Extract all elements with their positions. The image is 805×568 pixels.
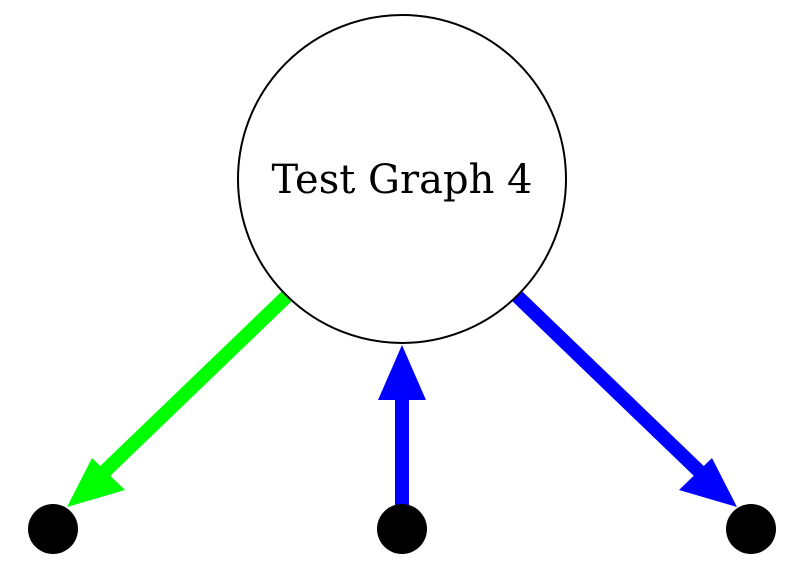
leaf-node-middle [377, 504, 427, 554]
edges [67, 290, 737, 507]
leaf-node-right [726, 504, 776, 554]
center-node: Test Graph 4 [237, 14, 567, 344]
center-node-circle [237, 14, 567, 344]
leaf-node-left [28, 504, 78, 554]
center-node-label: Test Graph 4 [271, 157, 532, 203]
leaf-nodes [28, 504, 776, 554]
arrowhead-right [679, 458, 737, 507]
edge-center-to-left [67, 290, 292, 507]
arrowhead-left [67, 458, 125, 507]
edge-line-green [97, 290, 292, 480]
edge-line-right [512, 290, 707, 480]
edge-center-to-right [512, 290, 737, 507]
edge-middle-to-center [378, 345, 426, 505]
arrowhead-center [378, 345, 426, 400]
